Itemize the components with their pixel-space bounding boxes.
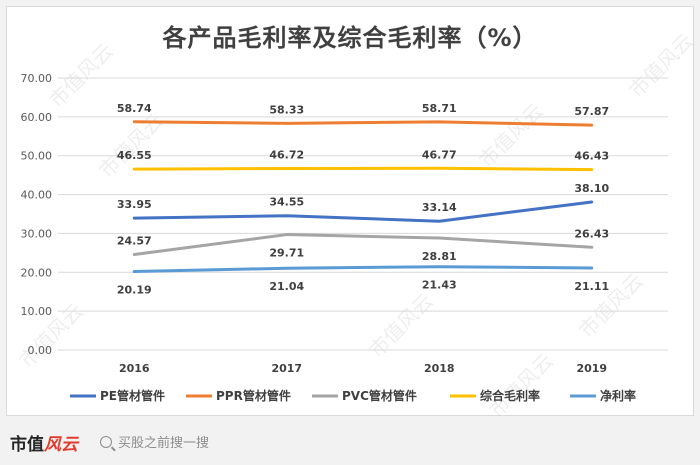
legend-label: 净利率 bbox=[600, 388, 636, 403]
search-icon bbox=[100, 436, 112, 448]
legend-label: 综合毛利率 bbox=[480, 388, 540, 403]
chart-title: 各产品毛利率及综合毛利率（%） bbox=[162, 24, 538, 52]
series-line bbox=[132, 166, 594, 172]
series-line bbox=[132, 120, 594, 127]
data-labels: 33.95 34.55 33.14 38.10 58.74 58.33 58.71 57.87… bbox=[117, 102, 610, 297]
data-label: 34.55 bbox=[269, 196, 304, 209]
data-label: 20.19 bbox=[117, 284, 152, 297]
data-label: 26.43 bbox=[574, 227, 609, 240]
y-tick-label: 70.00 bbox=[21, 72, 53, 85]
x-tick-label: 2016 bbox=[119, 362, 150, 375]
data-label: 21.11 bbox=[574, 280, 609, 293]
series-lines bbox=[132, 120, 594, 274]
x-tick-label: 2019 bbox=[576, 362, 607, 375]
x-axis: 2016 2017 2018 2019 bbox=[119, 362, 607, 375]
y-tick-label: 0.00 bbox=[28, 344, 53, 357]
brand-name-accent: 风云 bbox=[44, 435, 78, 455]
data-label: 46.72 bbox=[269, 148, 304, 161]
series-line bbox=[132, 200, 594, 223]
data-label: 33.14 bbox=[422, 201, 457, 214]
search-text: 买股之前搜一搜 bbox=[118, 436, 210, 451]
data-label: 21.04 bbox=[269, 280, 304, 293]
data-label: 28.81 bbox=[422, 250, 457, 263]
y-tick-label: 40.00 bbox=[21, 189, 53, 202]
data-label: 21.43 bbox=[422, 279, 457, 292]
data-label: 33.95 bbox=[117, 198, 152, 211]
data-label: 24.57 bbox=[117, 235, 152, 248]
chart-card bbox=[6, 6, 694, 416]
data-label: 58.71 bbox=[422, 102, 457, 115]
line-chart: 0.0010.0020.0030.0040.0050.0060.0070.00 … bbox=[21, 72, 668, 403]
brand-logo: 市值风云 bbox=[10, 430, 78, 455]
series-line bbox=[132, 265, 594, 274]
y-tick-label: 30.00 bbox=[21, 227, 53, 240]
data-label: 58.33 bbox=[269, 103, 304, 116]
y-tick-label: 50.00 bbox=[21, 150, 53, 163]
x-tick-label: 2017 bbox=[271, 362, 302, 375]
grid-lines bbox=[58, 77, 668, 351]
series-line bbox=[132, 233, 594, 257]
data-label: 38.10 bbox=[574, 182, 609, 195]
y-axis: 0.00 10.00 20.00 30.00 40.00 50.00 60.00 70.00 bbox=[21, 72, 53, 357]
data-label: 46.55 bbox=[117, 149, 152, 162]
data-label: 46.77 bbox=[422, 148, 457, 161]
data-label: 29.71 bbox=[269, 247, 304, 260]
data-label: 58.74 bbox=[117, 102, 152, 115]
y-tick-label: 10.00 bbox=[21, 305, 53, 318]
footer-bar: 市值风云 买股之前搜一搜 bbox=[0, 418, 700, 465]
search-prompt[interactable]: 买股之前搜一搜 bbox=[100, 432, 209, 451]
data-label: 46.43 bbox=[574, 150, 609, 163]
legend: PE管材管件 PPR管材管件 PVC管材管件 综合毛利率 净利率 bbox=[70, 388, 636, 403]
y-tick-label: 60.00 bbox=[21, 111, 53, 124]
brand-name: 市值 bbox=[10, 435, 44, 455]
legend-label: PVC管材管件 bbox=[342, 388, 417, 403]
x-tick-label: 2018 bbox=[424, 362, 455, 375]
y-tick-label: 20.00 bbox=[21, 266, 53, 279]
data-label: 57.87 bbox=[574, 105, 609, 118]
legend-label: PPR管材管件 bbox=[216, 388, 291, 403]
legend-label: PE管材管件 bbox=[100, 388, 165, 403]
